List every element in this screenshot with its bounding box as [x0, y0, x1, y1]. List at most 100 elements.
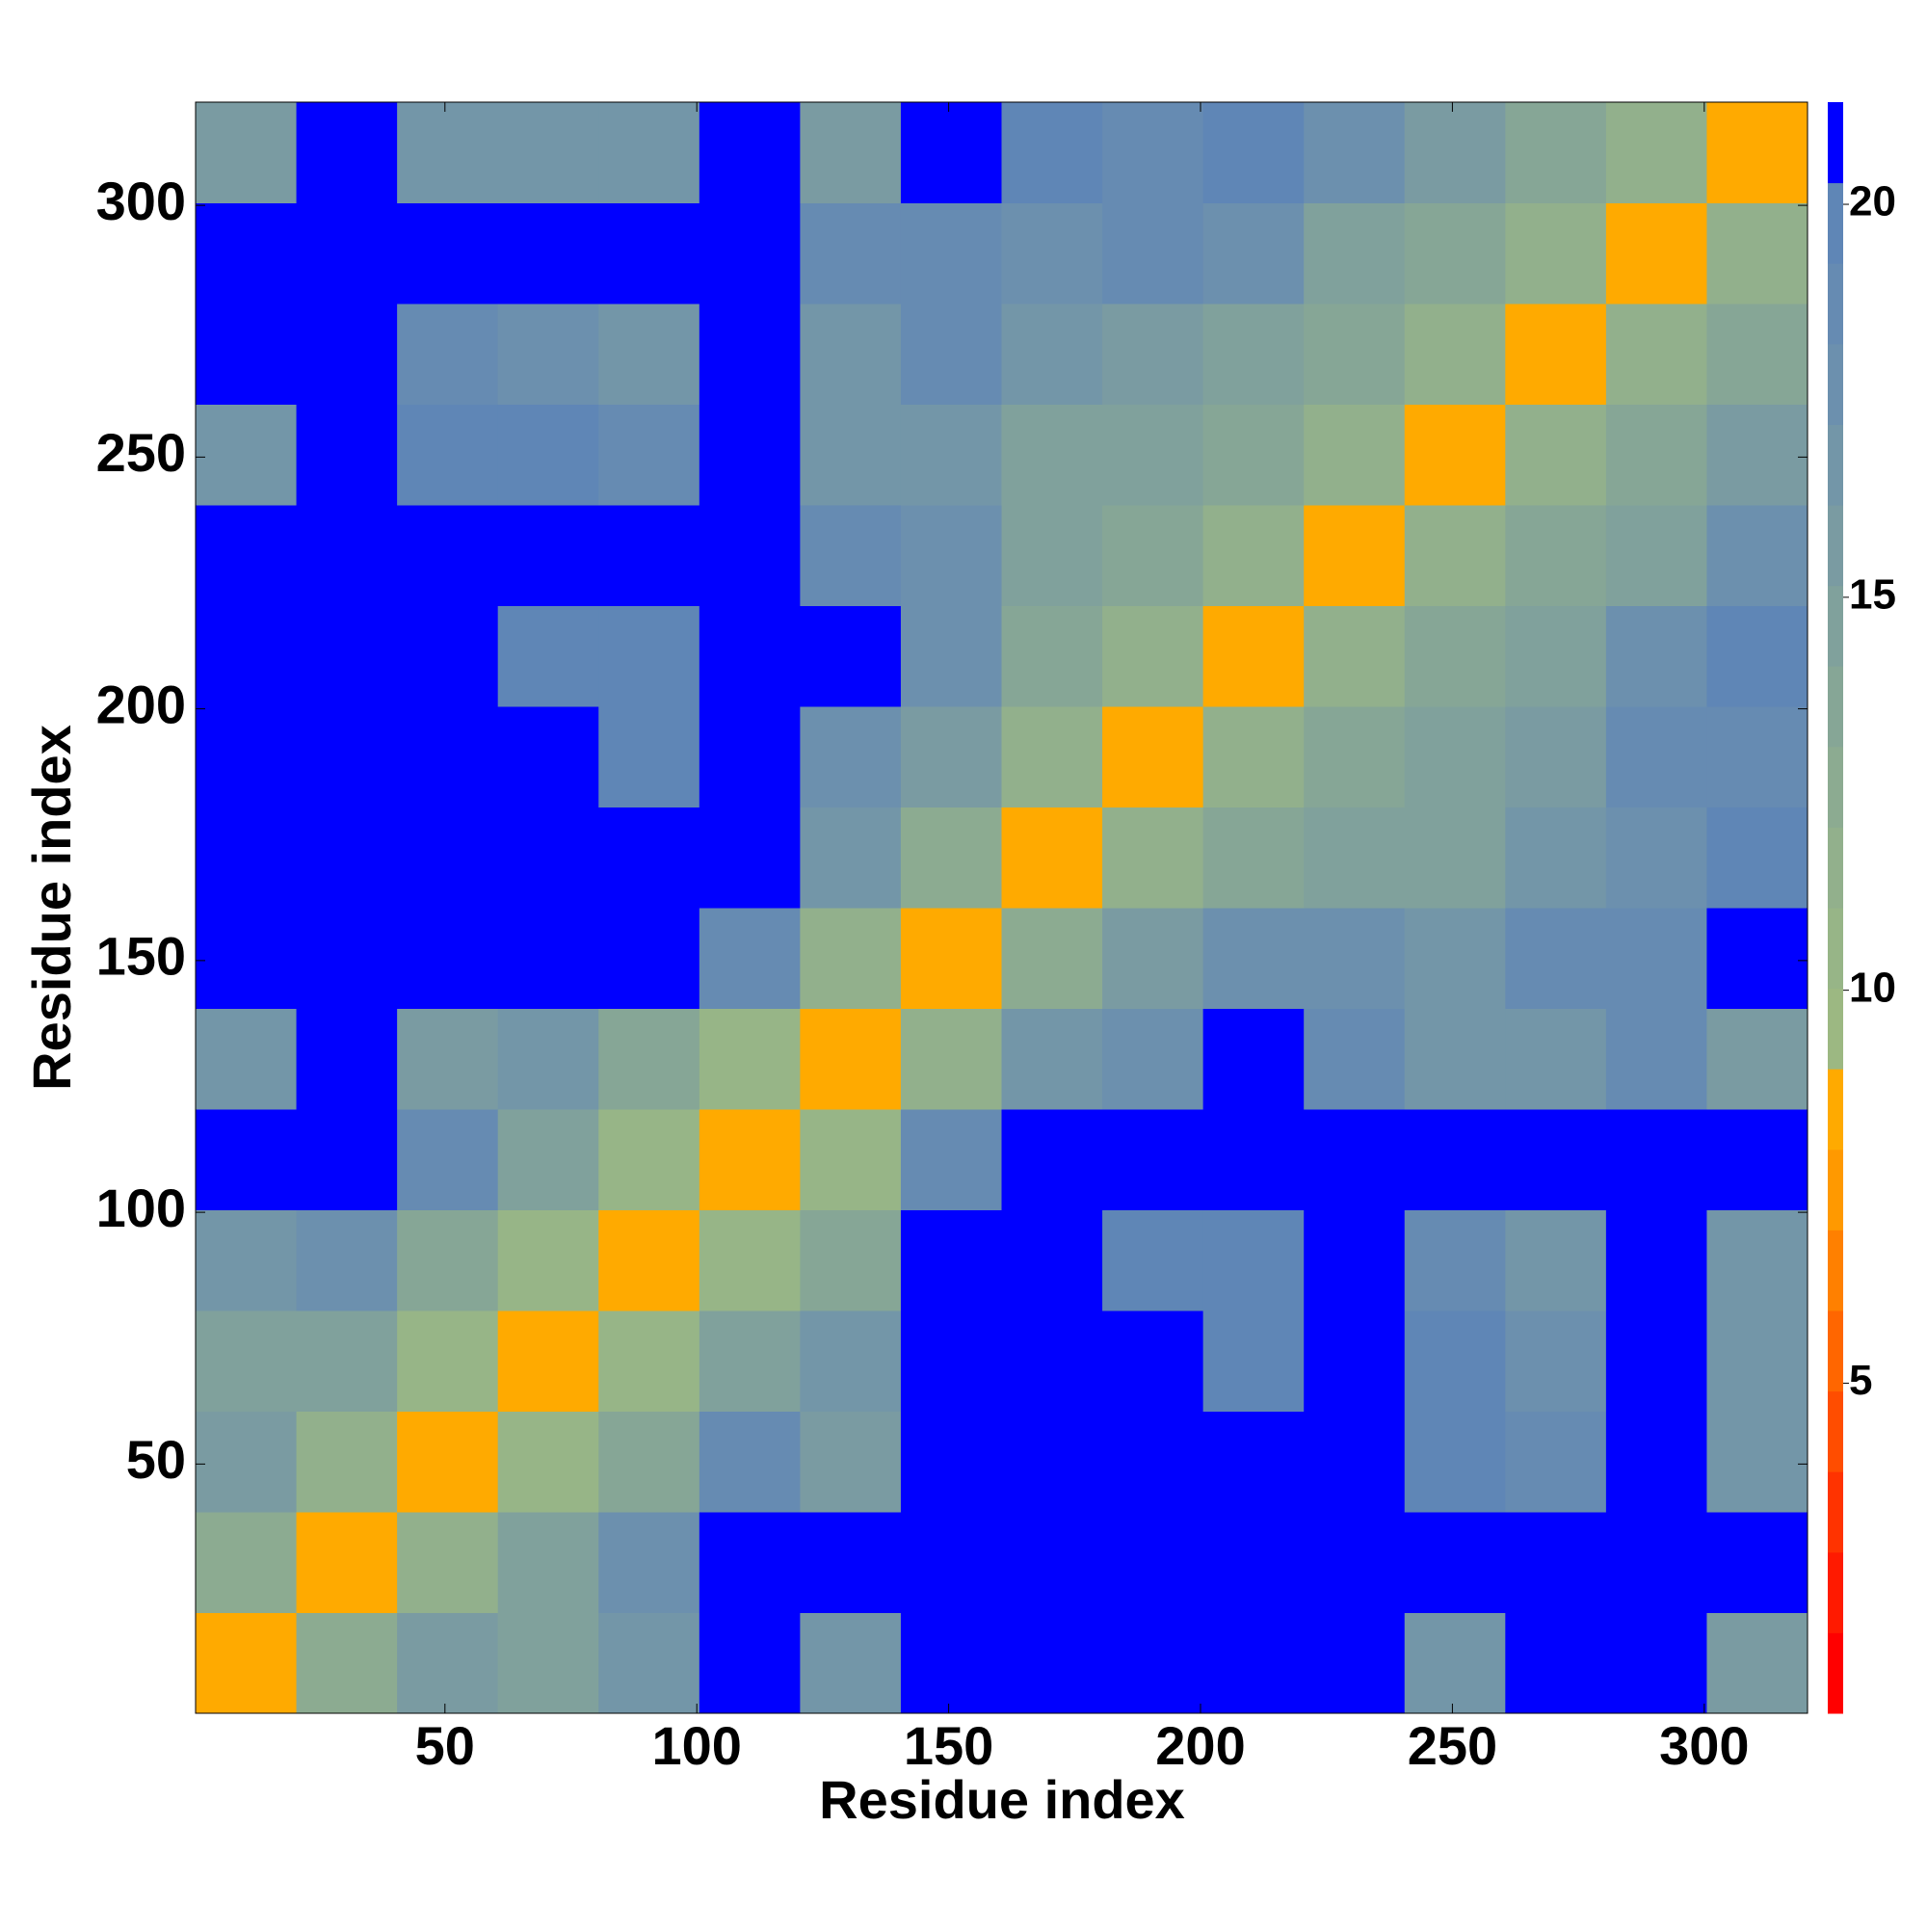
- heatmap-cell: [497, 1008, 599, 1110]
- heatmap-cell: [397, 102, 499, 203]
- heatmap-cell: [800, 404, 902, 506]
- heatmap-cell: [800, 1109, 902, 1210]
- heatmap-cell: [196, 404, 298, 506]
- heatmap-cell: [900, 1209, 1002, 1311]
- heatmap-cell: [1202, 1512, 1305, 1613]
- heatmap-cell: [1706, 706, 1808, 807]
- heatmap-cell: [196, 304, 298, 405]
- heatmap-cell: [598, 1411, 700, 1513]
- x-axis-title: Residue index: [819, 1769, 1185, 1830]
- heatmap-cell: [1001, 605, 1103, 707]
- heatmap-cell: [598, 605, 700, 707]
- heatmap-cell: [1102, 1109, 1204, 1210]
- heatmap-cell: [1605, 1310, 1707, 1412]
- heatmap-cell: [900, 505, 1002, 606]
- heatmap-cell: [1706, 505, 1808, 606]
- heatmap-cell: [1605, 1512, 1707, 1613]
- heatmap-cell: [699, 1411, 801, 1513]
- heatmap-cell: [900, 1612, 1002, 1714]
- heatmap-cell: [296, 505, 398, 606]
- heatmap-cell: [1706, 807, 1808, 909]
- heatmap-cell: [598, 706, 700, 807]
- heatmap-cell: [1706, 1512, 1808, 1613]
- heatmap-cell: [598, 505, 700, 606]
- heatmap-cell: [1001, 304, 1103, 405]
- heatmap-cell: [1001, 807, 1103, 909]
- heatmap-cell: [1001, 1310, 1103, 1412]
- heatmap-cell: [699, 807, 801, 909]
- heatmap-cell: [1404, 1209, 1506, 1311]
- heatmap-cell: [1102, 102, 1204, 203]
- heatmap-cell: [1404, 807, 1506, 909]
- heatmap-cell: [397, 202, 499, 304]
- heatmap-cell: [598, 807, 700, 909]
- heatmap-cell: [196, 202, 298, 304]
- heatmap-cell: [1001, 706, 1103, 807]
- heatmap-cell: [497, 1612, 599, 1714]
- heatmap-cell: [699, 1109, 801, 1210]
- heatmap-cell: [397, 807, 499, 909]
- colorbar-tick-label: 20: [1849, 178, 1896, 225]
- heatmap-cell: [1304, 1310, 1406, 1412]
- heatmap-cell: [497, 908, 599, 1009]
- heatmap-cell: [598, 1310, 700, 1412]
- heatmap-cell: [800, 304, 902, 405]
- heatmap-cell: [598, 304, 700, 405]
- heatmap-cell: [1505, 304, 1607, 405]
- heatmap-cell: [1102, 1209, 1204, 1311]
- heatmap-cell: [1202, 1008, 1305, 1110]
- heatmap-cell: [1706, 202, 1808, 304]
- heatmap-cell: [1605, 102, 1707, 203]
- colorbar-segment: [1828, 1310, 1843, 1392]
- heatmap-cell: [1102, 1612, 1204, 1714]
- heatmap-cell: [1706, 404, 1808, 506]
- heatmap-cell: [497, 1209, 599, 1311]
- heatmap-cell: [196, 1109, 298, 1210]
- heatmap-cell: [1202, 202, 1305, 304]
- heatmap-cell: [1605, 605, 1707, 707]
- heatmap-cell: [1202, 102, 1305, 203]
- heatmap-cell: [800, 1209, 902, 1311]
- heatmap-cell: [1505, 202, 1607, 304]
- heatmap-cell: [699, 908, 801, 1009]
- heatmap-cell: [1102, 1512, 1204, 1613]
- heatmap-cell: [1404, 1109, 1506, 1210]
- heatmap-cell: [1404, 1512, 1506, 1613]
- colorbar-segment: [1828, 182, 1843, 264]
- heatmap-cell: [1304, 1109, 1406, 1210]
- colorbar-tick-label: 10: [1849, 964, 1896, 1011]
- heatmap-cell: [196, 1411, 298, 1513]
- heatmap-cell: [497, 1109, 599, 1210]
- y-tick-label: 300: [96, 171, 186, 231]
- x-tick-label: 150: [904, 1715, 993, 1776]
- colorbar-segment: [1828, 102, 1843, 184]
- heatmap-cell: [1304, 102, 1406, 203]
- heatmap-cell: [497, 404, 599, 506]
- heatmap-cell: [1202, 1209, 1305, 1311]
- heatmap-cell: [1505, 1008, 1607, 1110]
- heatmap-cell: [296, 404, 398, 506]
- heatmap-cell: [1304, 1612, 1406, 1714]
- heatmap-cell: [900, 304, 1002, 405]
- heatmap-cell: [196, 1310, 298, 1412]
- heatmap-cell: [1605, 1209, 1707, 1311]
- heatmap-cell: [1706, 102, 1808, 203]
- heatmap-cell: [1706, 1109, 1808, 1210]
- heatmap-cell: [1706, 605, 1808, 707]
- heatmap-cell: [800, 505, 902, 606]
- heatmap-cell: [699, 1310, 801, 1412]
- heatmap-cell: [1102, 304, 1204, 405]
- heatmap-cell: [1304, 908, 1406, 1009]
- heatmap-cell: [397, 1209, 499, 1311]
- heatmap-cell: [699, 605, 801, 707]
- heatmap-cell: [1605, 1109, 1707, 1210]
- heatmap-cell: [900, 202, 1002, 304]
- heatmap-cell: [196, 1512, 298, 1613]
- heatmap-cell: [1605, 404, 1707, 506]
- heatmap-cell: [397, 304, 499, 405]
- heatmap-cell: [497, 605, 599, 707]
- heatmap-cell: [296, 807, 398, 909]
- heatmap-cell: [1605, 807, 1707, 909]
- heatmap-cell: [397, 1310, 499, 1412]
